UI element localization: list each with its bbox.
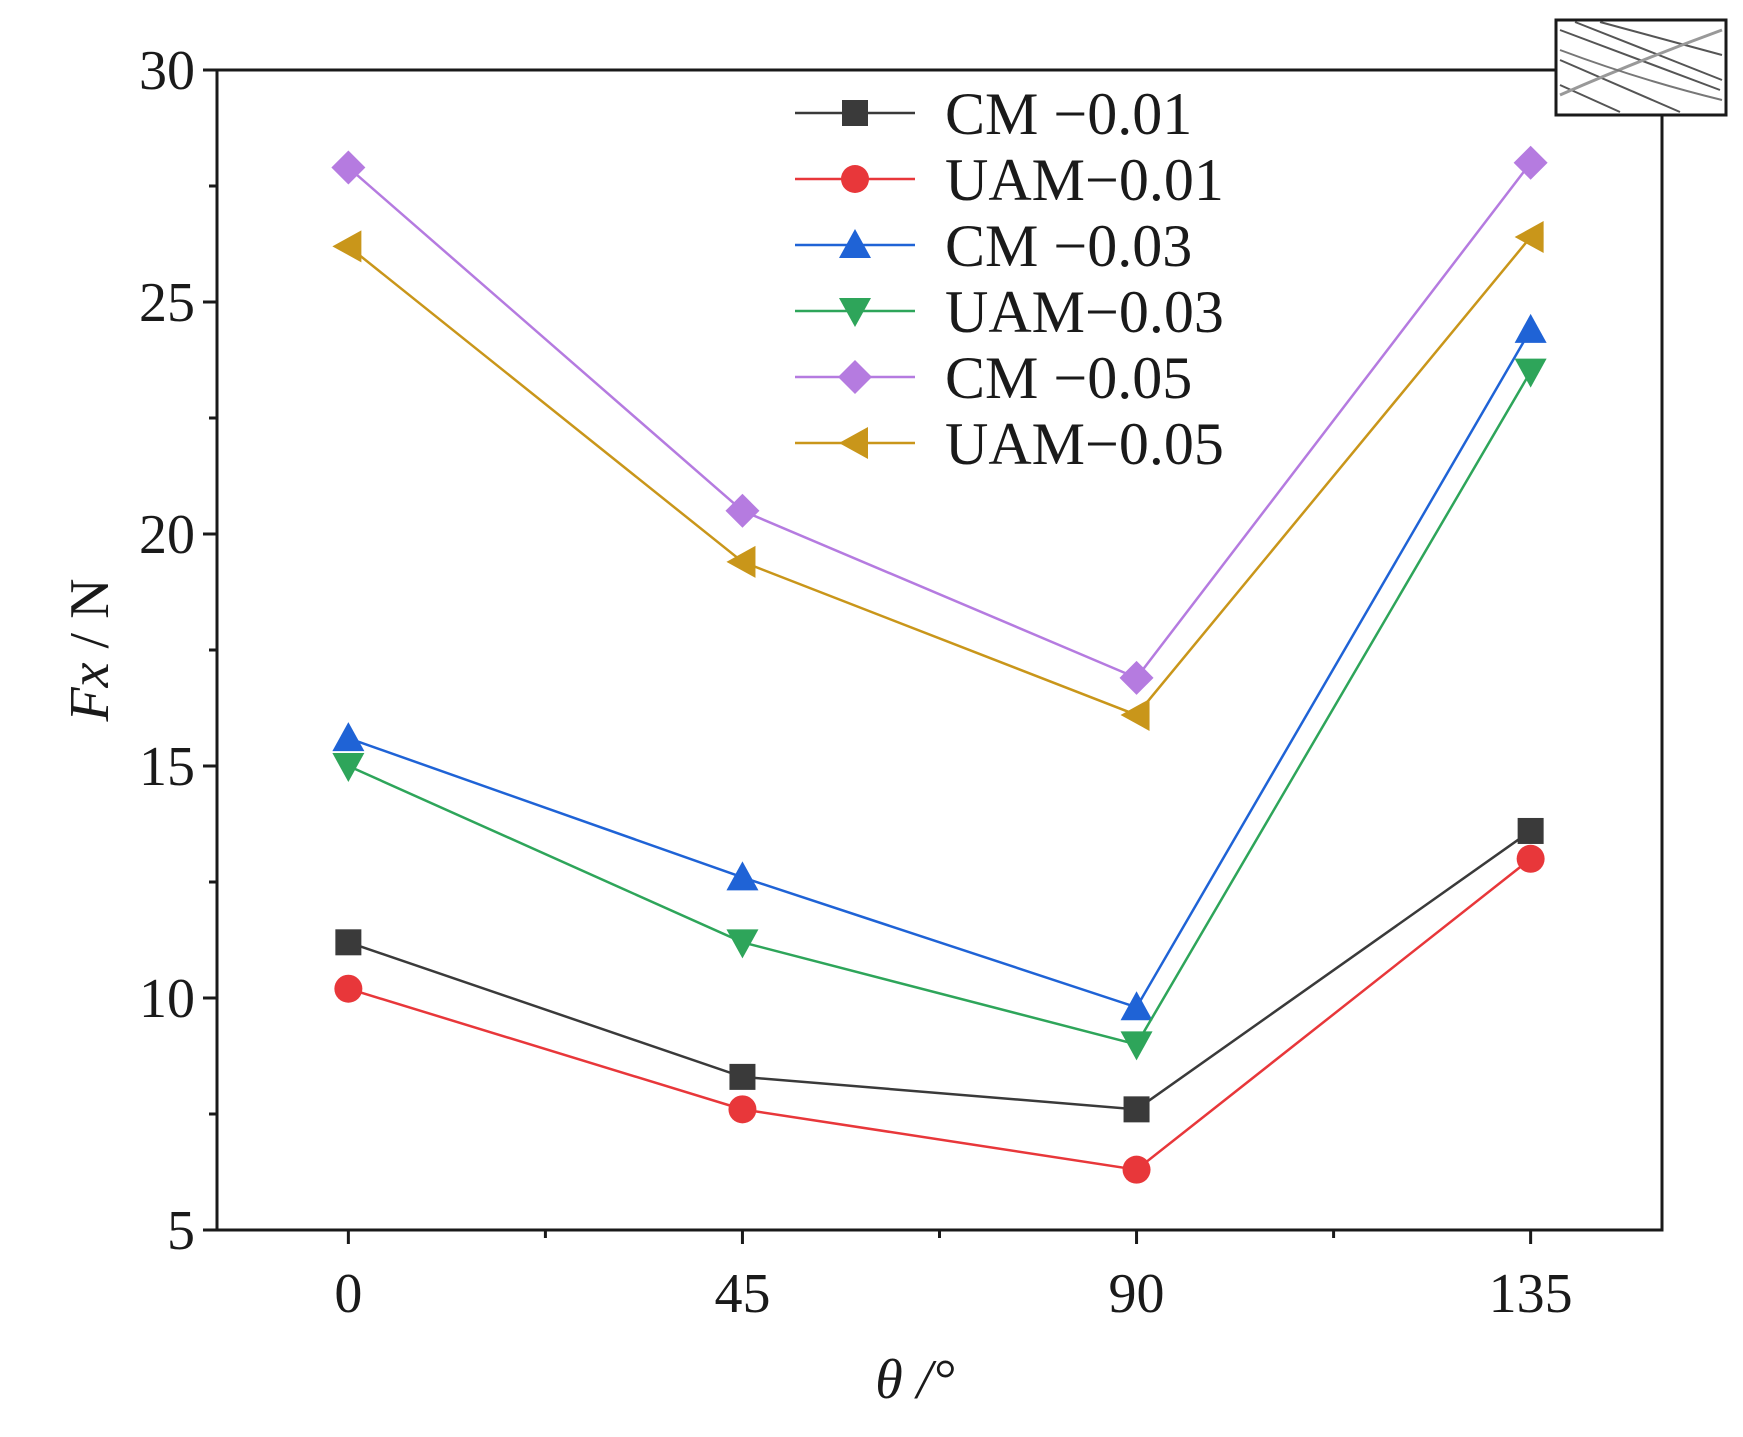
series-5 (331, 145, 1548, 695)
data-point (726, 861, 759, 891)
legend-marker (839, 229, 871, 258)
data-point (331, 150, 366, 185)
series-1 (335, 817, 1544, 1123)
legend-marker (842, 100, 868, 126)
series-line (347, 829, 1532, 1111)
plot-frame (215, 68, 1664, 1232)
y-tick-label: 15 (139, 736, 195, 798)
x-axis-title: θ /° (875, 1349, 954, 1411)
series-line (347, 329, 1532, 1009)
series-6 (332, 221, 1544, 731)
axis-ticks (203, 68, 1533, 1244)
data-point (728, 1095, 757, 1124)
data-point (1120, 698, 1150, 731)
legend-item: CM −0.03 (795, 213, 1192, 279)
legend-label: CM −0.05 (945, 345, 1192, 411)
data-point (1119, 660, 1154, 695)
tool-thumbnail (1554, 18, 1728, 117)
legend-item: UAM−0.05 (795, 411, 1224, 477)
data-point (1513, 145, 1548, 180)
data-point (1514, 221, 1544, 254)
series-layer (331, 145, 1548, 1184)
y-axis-title: Fx / N (59, 578, 121, 722)
data-point (726, 929, 759, 959)
data-point (725, 493, 760, 528)
series-line (347, 857, 1532, 1171)
legend-label: UAM−0.05 (945, 411, 1224, 477)
data-point (1516, 844, 1545, 873)
y-tick-label: 25 (139, 272, 195, 334)
x-tick-label: 135 (1489, 1263, 1573, 1325)
x-tick-label: 90 (1109, 1263, 1165, 1325)
series-line (347, 370, 1532, 1046)
legend-item: CM −0.05 (795, 345, 1192, 411)
data-point (1517, 817, 1544, 844)
legend-marker (839, 298, 871, 327)
legend-label: CM −0.03 (945, 213, 1192, 279)
data-point (332, 722, 365, 752)
data-point (332, 753, 365, 782)
series-line (347, 236, 1532, 717)
series-3 (332, 313, 1547, 1021)
y-axis-title-unit: / N (59, 578, 121, 648)
legend-item: UAM−0.03 (795, 279, 1224, 345)
y-tick-label: 10 (139, 968, 195, 1030)
y-tick-label: 30 (139, 40, 195, 102)
y-tick-label: 5 (167, 1200, 195, 1262)
data-point (1122, 1155, 1151, 1184)
legend-item: CM −0.01 (795, 81, 1192, 147)
legend-item: UAM−0.01 (795, 147, 1224, 213)
legend-label: UAM−0.03 (945, 279, 1224, 345)
data-point (1123, 1096, 1150, 1123)
data-point (726, 545, 756, 578)
y-tick-labels: 5 10 15 20 25 30 (139, 40, 195, 1262)
legend-label: CM −0.01 (945, 81, 1192, 147)
data-point (335, 929, 362, 956)
legend-marker (838, 360, 872, 394)
data-point (1514, 313, 1547, 343)
data-point (1514, 358, 1547, 388)
legend-marker (841, 165, 869, 193)
series-line (347, 162, 1532, 680)
x-tick-label: 0 (334, 1263, 362, 1325)
data-point (729, 1063, 756, 1090)
y-tick-label: 20 (139, 504, 195, 566)
svg-text:Fx / N: Fx / N (59, 578, 121, 722)
y-axis-title-symbol: Fx (59, 662, 121, 722)
legend-marker (839, 427, 868, 459)
data-point (1120, 1031, 1153, 1061)
data-point (332, 230, 362, 263)
x-tick-label: 45 (714, 1263, 770, 1325)
data-point (334, 974, 363, 1003)
series-4 (332, 358, 1547, 1061)
data-point (1120, 991, 1153, 1021)
x-tick-labels: 0 45 90 135 (334, 1263, 1572, 1325)
legend-label: UAM−0.01 (945, 147, 1224, 213)
series-2 (334, 844, 1545, 1184)
